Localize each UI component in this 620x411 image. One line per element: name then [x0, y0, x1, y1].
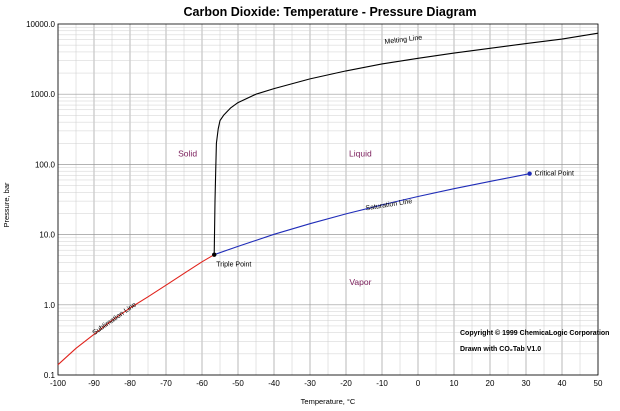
x-tick-label: -60	[196, 379, 208, 388]
y-tick-label: 1000.0	[31, 90, 56, 99]
y-tick-label: 10.0	[39, 231, 55, 240]
drawn-with-note: Drawn with CO₂Tab V1.0	[460, 346, 541, 353]
x-tick-label: -30	[304, 379, 316, 388]
critical-point-marker	[527, 171, 532, 176]
x-tick-label: -40	[268, 379, 280, 388]
x-tick-label: -90	[88, 379, 100, 388]
saturation-line-curve	[214, 173, 530, 256]
x-tick-label: 0	[416, 379, 421, 388]
critical-point-label: Critical Point	[535, 171, 574, 178]
y-tick-label: 0.1	[44, 371, 56, 380]
grid	[57, 24, 599, 376]
copyright-note: Copyright © 1999 ChemicaLogic Corporatio…	[460, 329, 609, 337]
x-tick-label: 50	[594, 379, 603, 388]
y-axis-label: Pressure, bar	[2, 182, 11, 228]
y-tick-label: 10000.0	[26, 20, 55, 29]
y-tick-label: 1.0	[44, 301, 56, 310]
x-tick-label: -20	[340, 379, 352, 388]
melting-line-label: Melting Line	[384, 34, 422, 46]
x-tick-label: 10	[450, 379, 459, 388]
x-tick-label: -70	[160, 379, 172, 388]
x-axis-label: Temperature, °C	[301, 397, 356, 406]
special-points: Triple Point Critical Point	[212, 171, 574, 269]
x-tick-labels: -100 -90 -80 -70 -60 -50 -40 -30 -20 -10 0 10 20 30 40…	[50, 379, 603, 388]
x-tick-label: 30	[522, 379, 531, 388]
triple-point-label: Triple Point	[216, 262, 251, 269]
melting-line-curve	[213, 32, 599, 255]
x-tick-label: -80	[124, 379, 136, 388]
region-label-solid: Solid	[178, 148, 197, 158]
region-label-liquid: Liquid	[349, 148, 372, 158]
chart-title: Carbon Dioxide: Temperature - Pressure D…	[184, 5, 477, 19]
y-tick-label: 100.0	[35, 160, 56, 169]
x-tick-label: -100	[50, 379, 67, 388]
x-tick-label: -50	[232, 379, 244, 388]
triple-point-marker	[212, 252, 217, 257]
series-lines	[57, 32, 599, 366]
x-tick-label: 20	[486, 379, 495, 388]
y-tick-labels: 0.1 1.0 10.0 100.0 1000.0 10000.0	[26, 20, 55, 380]
sublimation-line-curve	[57, 254, 215, 366]
x-tick-label: -10	[376, 379, 388, 388]
plot-frame	[57, 23, 599, 376]
region-label-vapor: Vapor	[349, 277, 371, 287]
x-tick-label: 40	[558, 379, 567, 388]
